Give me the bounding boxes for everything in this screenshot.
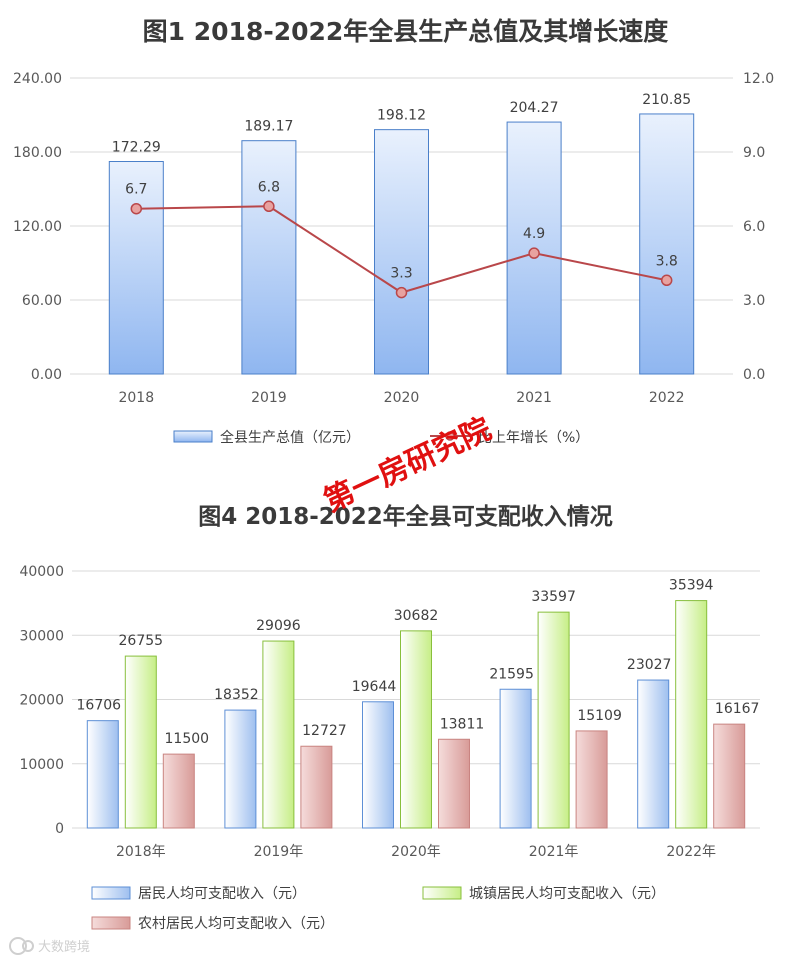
chart1-legend-bar: 全县生产总值（亿元） [220, 429, 360, 446]
chart1-y-tick: 240.00 [13, 71, 62, 87]
chart2-bar [124, 655, 157, 829]
chart1-bar [241, 140, 297, 375]
chart2-y-tick: 30000 [19, 628, 64, 644]
chart2-bar-label: 13811 [440, 716, 485, 732]
chart1-x-tick: 2018 [118, 390, 154, 406]
chart2-bar [262, 640, 295, 829]
chart1-line-point [660, 274, 673, 287]
chart2-bar [637, 679, 670, 829]
chart2-bar [438, 738, 470, 829]
chart1-bar-label: 204.27 [510, 100, 559, 116]
chart2-legend-label: 居民人均可支配收入（元） [138, 886, 306, 902]
chart-income: 图4 2018-2022年全县可支配收入情况 0 10000 20000 30000 40… [19, 503, 760, 932]
chart2-bar-label: 12727 [302, 723, 347, 739]
chart1-y-tick: 0.00 [31, 367, 62, 383]
chart2-y-tick: 20000 [19, 693, 64, 709]
chart2-bar-label: 11500 [165, 731, 210, 747]
chart1-bar [639, 113, 695, 375]
chart2-legend-swatch [91, 916, 131, 930]
chart1-bar-label: 210.85 [642, 92, 691, 108]
chart1-x-tick: 2021 [516, 390, 552, 406]
chart1-line-point [528, 247, 540, 259]
chart2-bar-label: 23027 [627, 657, 672, 673]
chart1-line-label: 6.8 [258, 179, 280, 195]
chart2-bar [162, 753, 195, 829]
chart2-bar-label: 15109 [577, 708, 622, 724]
chart2-bar-label: 16167 [715, 701, 760, 717]
chart1-y2-tick: 3.0 [743, 293, 765, 309]
chart2-bar [224, 709, 257, 829]
chart2-bar-label: 18352 [214, 687, 259, 703]
chart2-x-tick: 2021年 [529, 844, 579, 860]
chart1-y2-tick: 12.0 [743, 71, 774, 87]
chart2-bar-label: 30682 [394, 608, 439, 624]
chart1-line-label: 3.8 [656, 253, 678, 269]
chart1-y-tick: 180.00 [13, 145, 62, 161]
chart1-legend-swatch-point [445, 431, 455, 441]
chart1-line-label: 6.7 [125, 182, 147, 198]
chart2-legend-swatch [91, 886, 131, 900]
chart2-bar [300, 745, 333, 829]
chart1-x-tick: 2020 [384, 390, 420, 406]
chart1-bar-label: 198.12 [377, 108, 426, 124]
chart2-y-tick: 10000 [19, 757, 64, 773]
chart1-line-point [263, 200, 275, 213]
chart2-bar-label: 16706 [77, 698, 122, 714]
chart1-title: 图1 2018-2022年全县生产总值及其增长速度 [143, 17, 669, 46]
chart2-x-tick: 2018年 [116, 844, 166, 860]
chart2-bar [400, 630, 432, 829]
chart2-bar-label: 21595 [489, 666, 534, 682]
chart2-bar [86, 720, 119, 829]
chart1-y2-tick: 6.0 [743, 219, 765, 235]
chart1-legend-line: 比上年增长（%） [478, 430, 589, 446]
chart1-line-label: 3.3 [390, 266, 412, 282]
chart2-bar [499, 688, 532, 829]
chart2-y-tick: 0 [55, 821, 64, 837]
chart1-y-tick: 60.00 [22, 293, 62, 309]
chart2-bar-label: 19644 [352, 679, 397, 695]
chart1-line-label: 4.9 [523, 226, 545, 242]
chart2-bar [575, 730, 608, 829]
chart1-bar [108, 161, 164, 375]
chart2-bar-label: 33597 [531, 589, 576, 605]
chart1-bar-label: 172.29 [112, 140, 161, 156]
chart2-x-tick: 2020年 [391, 844, 441, 860]
chart1-x-tick: 2022 [649, 390, 685, 406]
chart1-legend-swatch-bar [173, 430, 213, 443]
chart2-legend-label: 农村居民人均可支配收入（元） [138, 916, 334, 932]
chart2-bar-label: 26755 [119, 633, 164, 649]
chart2-legend-swatch [422, 886, 462, 900]
chart2-title: 图4 2018-2022年全县可支配收入情况 [198, 503, 613, 530]
chart2-bar [362, 701, 394, 829]
corner-logo-icon [9, 937, 34, 955]
chart1-x-tick: 2019 [251, 390, 287, 406]
chart-gdp: 图1 2018-2022年全县生产总值及其增长速度 0.00 60.00 120.00… [13, 17, 774, 446]
chart1-y2-tick: 9.0 [743, 145, 765, 161]
chart2-bar-label: 29096 [256, 618, 301, 634]
chart1-y2-tick: 0.0 [743, 367, 765, 383]
chart2-bar [537, 611, 570, 829]
chart1-bar-label: 189.17 [244, 119, 293, 135]
chart2-bar-label: 35394 [669, 578, 714, 594]
chart1-y-tick: 120.00 [13, 219, 62, 235]
chart2-x-tick: 2022年 [666, 844, 716, 860]
chart2-bar [675, 600, 708, 829]
chart1-bar [374, 129, 429, 375]
chart1-line-point [130, 202, 143, 215]
chart1-line-point [395, 286, 408, 299]
chart2-x-tick: 2019年 [254, 844, 304, 860]
chart2-y-tick: 40000 [19, 564, 64, 580]
corner-mark-text: 大数跨境 [38, 940, 90, 955]
chart2-bar [713, 723, 746, 829]
chart2-legend-label: 城镇居民人均可支配收入（元） [469, 886, 665, 902]
